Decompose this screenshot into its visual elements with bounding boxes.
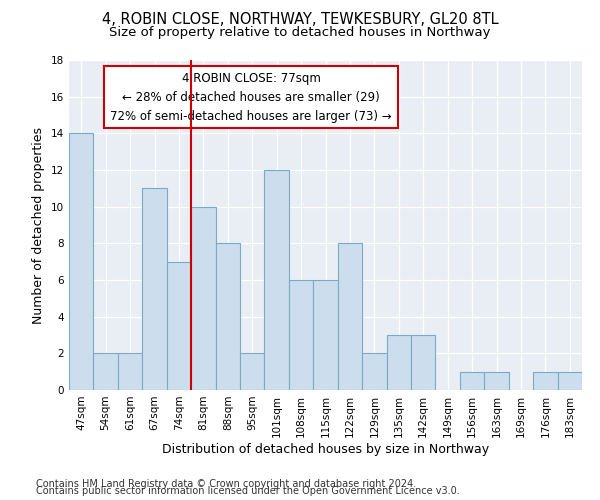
Y-axis label: Number of detached properties: Number of detached properties bbox=[32, 126, 46, 324]
Text: Contains public sector information licensed under the Open Government Licence v3: Contains public sector information licen… bbox=[36, 486, 460, 496]
Bar bbox=[265, 170, 289, 390]
Bar bbox=[484, 372, 509, 390]
Text: 4, ROBIN CLOSE, NORTHWAY, TEWKESBURY, GL20 8TL: 4, ROBIN CLOSE, NORTHWAY, TEWKESBURY, GL… bbox=[101, 12, 499, 28]
Bar bbox=[533, 372, 557, 390]
Bar bbox=[167, 262, 191, 390]
Bar bbox=[69, 134, 94, 390]
Text: Size of property relative to detached houses in Northway: Size of property relative to detached ho… bbox=[109, 26, 491, 39]
Bar bbox=[386, 335, 411, 390]
Bar bbox=[338, 244, 362, 390]
Bar bbox=[460, 372, 484, 390]
Text: 4 ROBIN CLOSE: 77sqm
← 28% of detached houses are smaller (29)
72% of semi-detac: 4 ROBIN CLOSE: 77sqm ← 28% of detached h… bbox=[110, 72, 392, 122]
X-axis label: Distribution of detached houses by size in Northway: Distribution of detached houses by size … bbox=[162, 442, 489, 456]
Bar bbox=[118, 354, 142, 390]
Bar bbox=[411, 335, 436, 390]
Bar bbox=[191, 206, 215, 390]
Bar bbox=[313, 280, 338, 390]
Text: Contains HM Land Registry data © Crown copyright and database right 2024.: Contains HM Land Registry data © Crown c… bbox=[36, 479, 416, 489]
Bar bbox=[557, 372, 582, 390]
Bar bbox=[94, 354, 118, 390]
Bar bbox=[362, 354, 386, 390]
Bar bbox=[240, 354, 265, 390]
Bar bbox=[142, 188, 167, 390]
Bar bbox=[289, 280, 313, 390]
Bar bbox=[215, 244, 240, 390]
